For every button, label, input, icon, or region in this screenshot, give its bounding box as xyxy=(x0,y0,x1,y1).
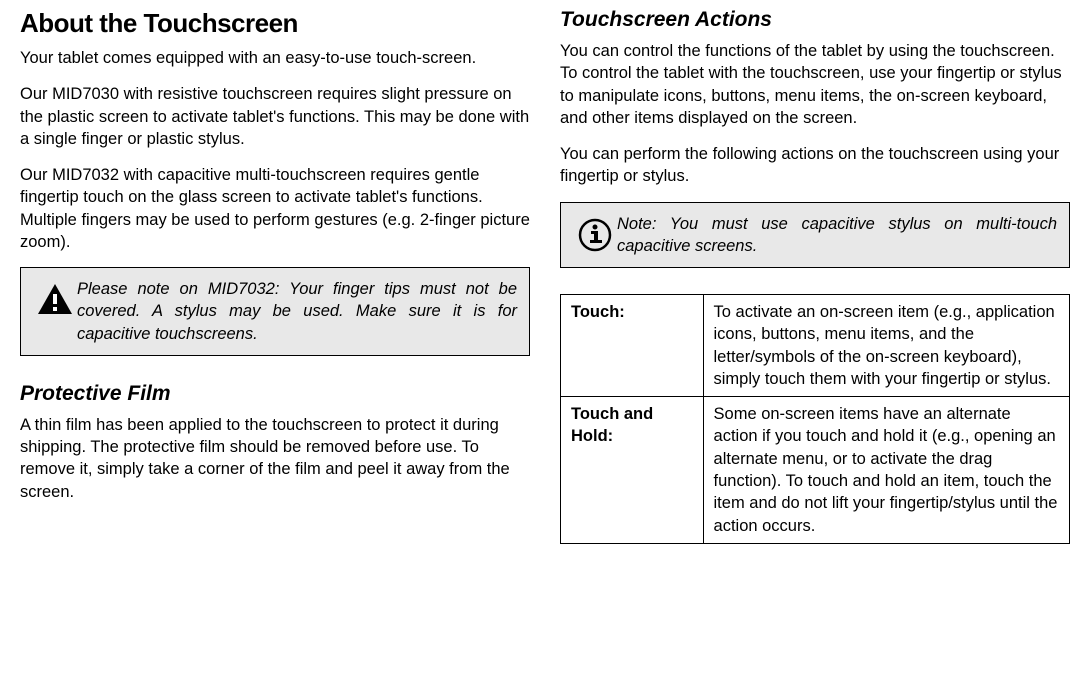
info-icon xyxy=(573,213,617,253)
warning-text: Please note on MID7032: Your finger tips… xyxy=(77,278,517,345)
heading-about: About the Touchscreen xyxy=(20,8,530,39)
action-label-touch-hold: Touch and Hold: xyxy=(561,397,704,544)
para-mid7030: Our MID7030 with resistive touchscreen r… xyxy=(20,83,530,150)
heading-actions: Touchscreen Actions xyxy=(560,8,1070,32)
action-label-touch: Touch: xyxy=(561,295,704,397)
actions-table: Touch: To activate an on-screen item (e.… xyxy=(560,294,1070,544)
table-row: Touch and Hold: Some on-screen items hav… xyxy=(561,397,1070,544)
action-desc-touch: To activate an on-screen item (e.g., app… xyxy=(703,295,1069,397)
warning-box: Please note on MID7032: Your finger tips… xyxy=(20,267,530,356)
table-row: Touch: To activate an on-screen item (e.… xyxy=(561,295,1070,397)
para-perform: You can perform the following actions on… xyxy=(560,143,1070,188)
para-intro: Your tablet comes equipped with an easy-… xyxy=(20,47,530,69)
heading-protective-film: Protective Film xyxy=(20,382,530,406)
warning-icon xyxy=(33,278,77,316)
right-column: Touchscreen Actions You can control the … xyxy=(560,8,1070,544)
page-columns: About the Touchscreen Your tablet comes … xyxy=(20,8,1070,544)
info-box: Note: You must use capacitive stylus on … xyxy=(560,202,1070,269)
action-desc-touch-hold: Some on-screen items have an alternate a… xyxy=(703,397,1069,544)
para-mid7032: Our MID7032 with capacitive multi-touchs… xyxy=(20,164,530,253)
left-column: About the Touchscreen Your tablet comes … xyxy=(20,8,530,544)
info-text: Note: You must use capacitive stylus on … xyxy=(617,213,1057,258)
para-control: You can control the functions of the tab… xyxy=(560,40,1070,129)
para-film: A thin film has been applied to the touc… xyxy=(20,414,530,503)
